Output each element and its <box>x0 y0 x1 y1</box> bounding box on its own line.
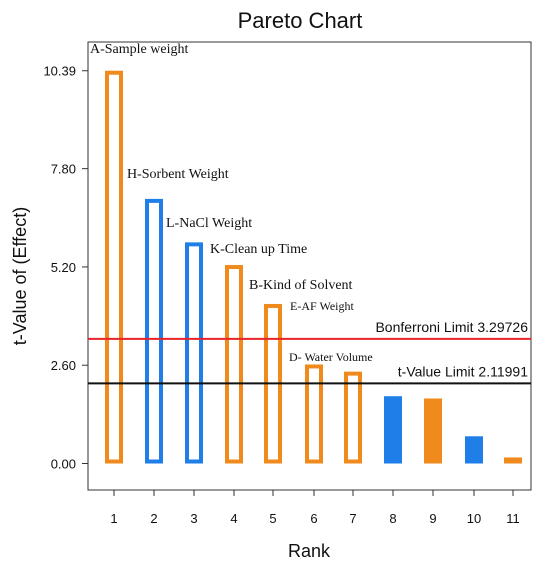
x-axis-label: Rank <box>288 541 331 561</box>
bar-1-inner <box>109 74 119 460</box>
bars-layer <box>105 70 522 464</box>
x-tick-label: 6 <box>310 511 317 526</box>
bar-4-inner <box>229 269 239 460</box>
y-tick-label: 2.60 <box>51 358 76 373</box>
x-tick-label: 5 <box>269 511 276 526</box>
y-tick-label: 0.00 <box>51 457 76 472</box>
reference-lines-layer: Bonferroni Limit 3.29726 t-Value Limit 2.… <box>88 319 531 385</box>
bar-label-2: H-Sorbent Weight <box>127 167 229 182</box>
y-axis-ticks: 0.00 2.60 5.20 7.80 10.39 <box>43 64 88 472</box>
bonferroni-limit-label: Bonferroni Limit 3.29726 <box>375 319 528 335</box>
bar-10 <box>465 436 483 464</box>
y-tick-label: 7.80 <box>51 162 76 177</box>
bar-label-3: L-NaCl Weight <box>166 216 252 231</box>
x-tick-label: 2 <box>150 511 157 526</box>
x-tick-label: 8 <box>389 511 396 526</box>
x-tick-label: 1 <box>110 511 117 526</box>
chart-title: Pareto Chart <box>238 8 363 33</box>
x-tick-label: 3 <box>190 511 197 526</box>
bar-11 <box>504 457 522 464</box>
bar-label-7: D- Water Volume <box>289 350 373 364</box>
bar-label-5: B-Kind of Solvent <box>249 278 353 293</box>
bar-labels-layer: A-Sample weight H-Sorbent Weight L-NaCl We… <box>90 42 373 364</box>
y-tick-label: 5.20 <box>51 260 76 275</box>
y-axis-label: t-Value of (Effect) <box>10 207 30 345</box>
y-tick-label: 10.39 <box>43 64 76 79</box>
bar-3-inner <box>189 246 199 460</box>
x-axis-ticks: 1 2 3 4 5 6 7 8 9 10 11 <box>110 490 520 526</box>
x-tick-label: 7 <box>349 511 356 526</box>
x-tick-label: 11 <box>506 511 520 526</box>
x-tick-label: 9 <box>429 511 436 526</box>
bar-label-1: A-Sample weight <box>90 42 188 57</box>
x-tick-label: 4 <box>230 511 237 526</box>
bar-6-inner <box>309 368 319 460</box>
bar-label-4: K-Clean up Time <box>210 242 307 257</box>
bar-2-inner <box>149 202 159 460</box>
x-tick-label: 10 <box>467 511 481 526</box>
t-value-limit-label: t-Value Limit 2.11991 <box>398 363 528 379</box>
plot-frame <box>87 41 532 491</box>
bar-8 <box>384 396 402 464</box>
bar-7-inner <box>348 375 358 460</box>
bar-9 <box>424 398 442 464</box>
bar-label-6: E-AF Weight <box>290 299 354 313</box>
